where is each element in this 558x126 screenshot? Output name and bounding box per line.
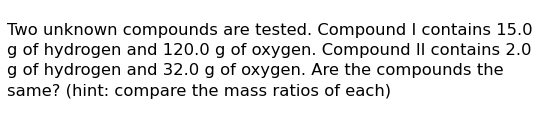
Text: Two unknown compounds are tested. Compound I contains 15.0
g of hydrogen and 120: Two unknown compounds are tested. Compou… <box>7 23 533 99</box>
